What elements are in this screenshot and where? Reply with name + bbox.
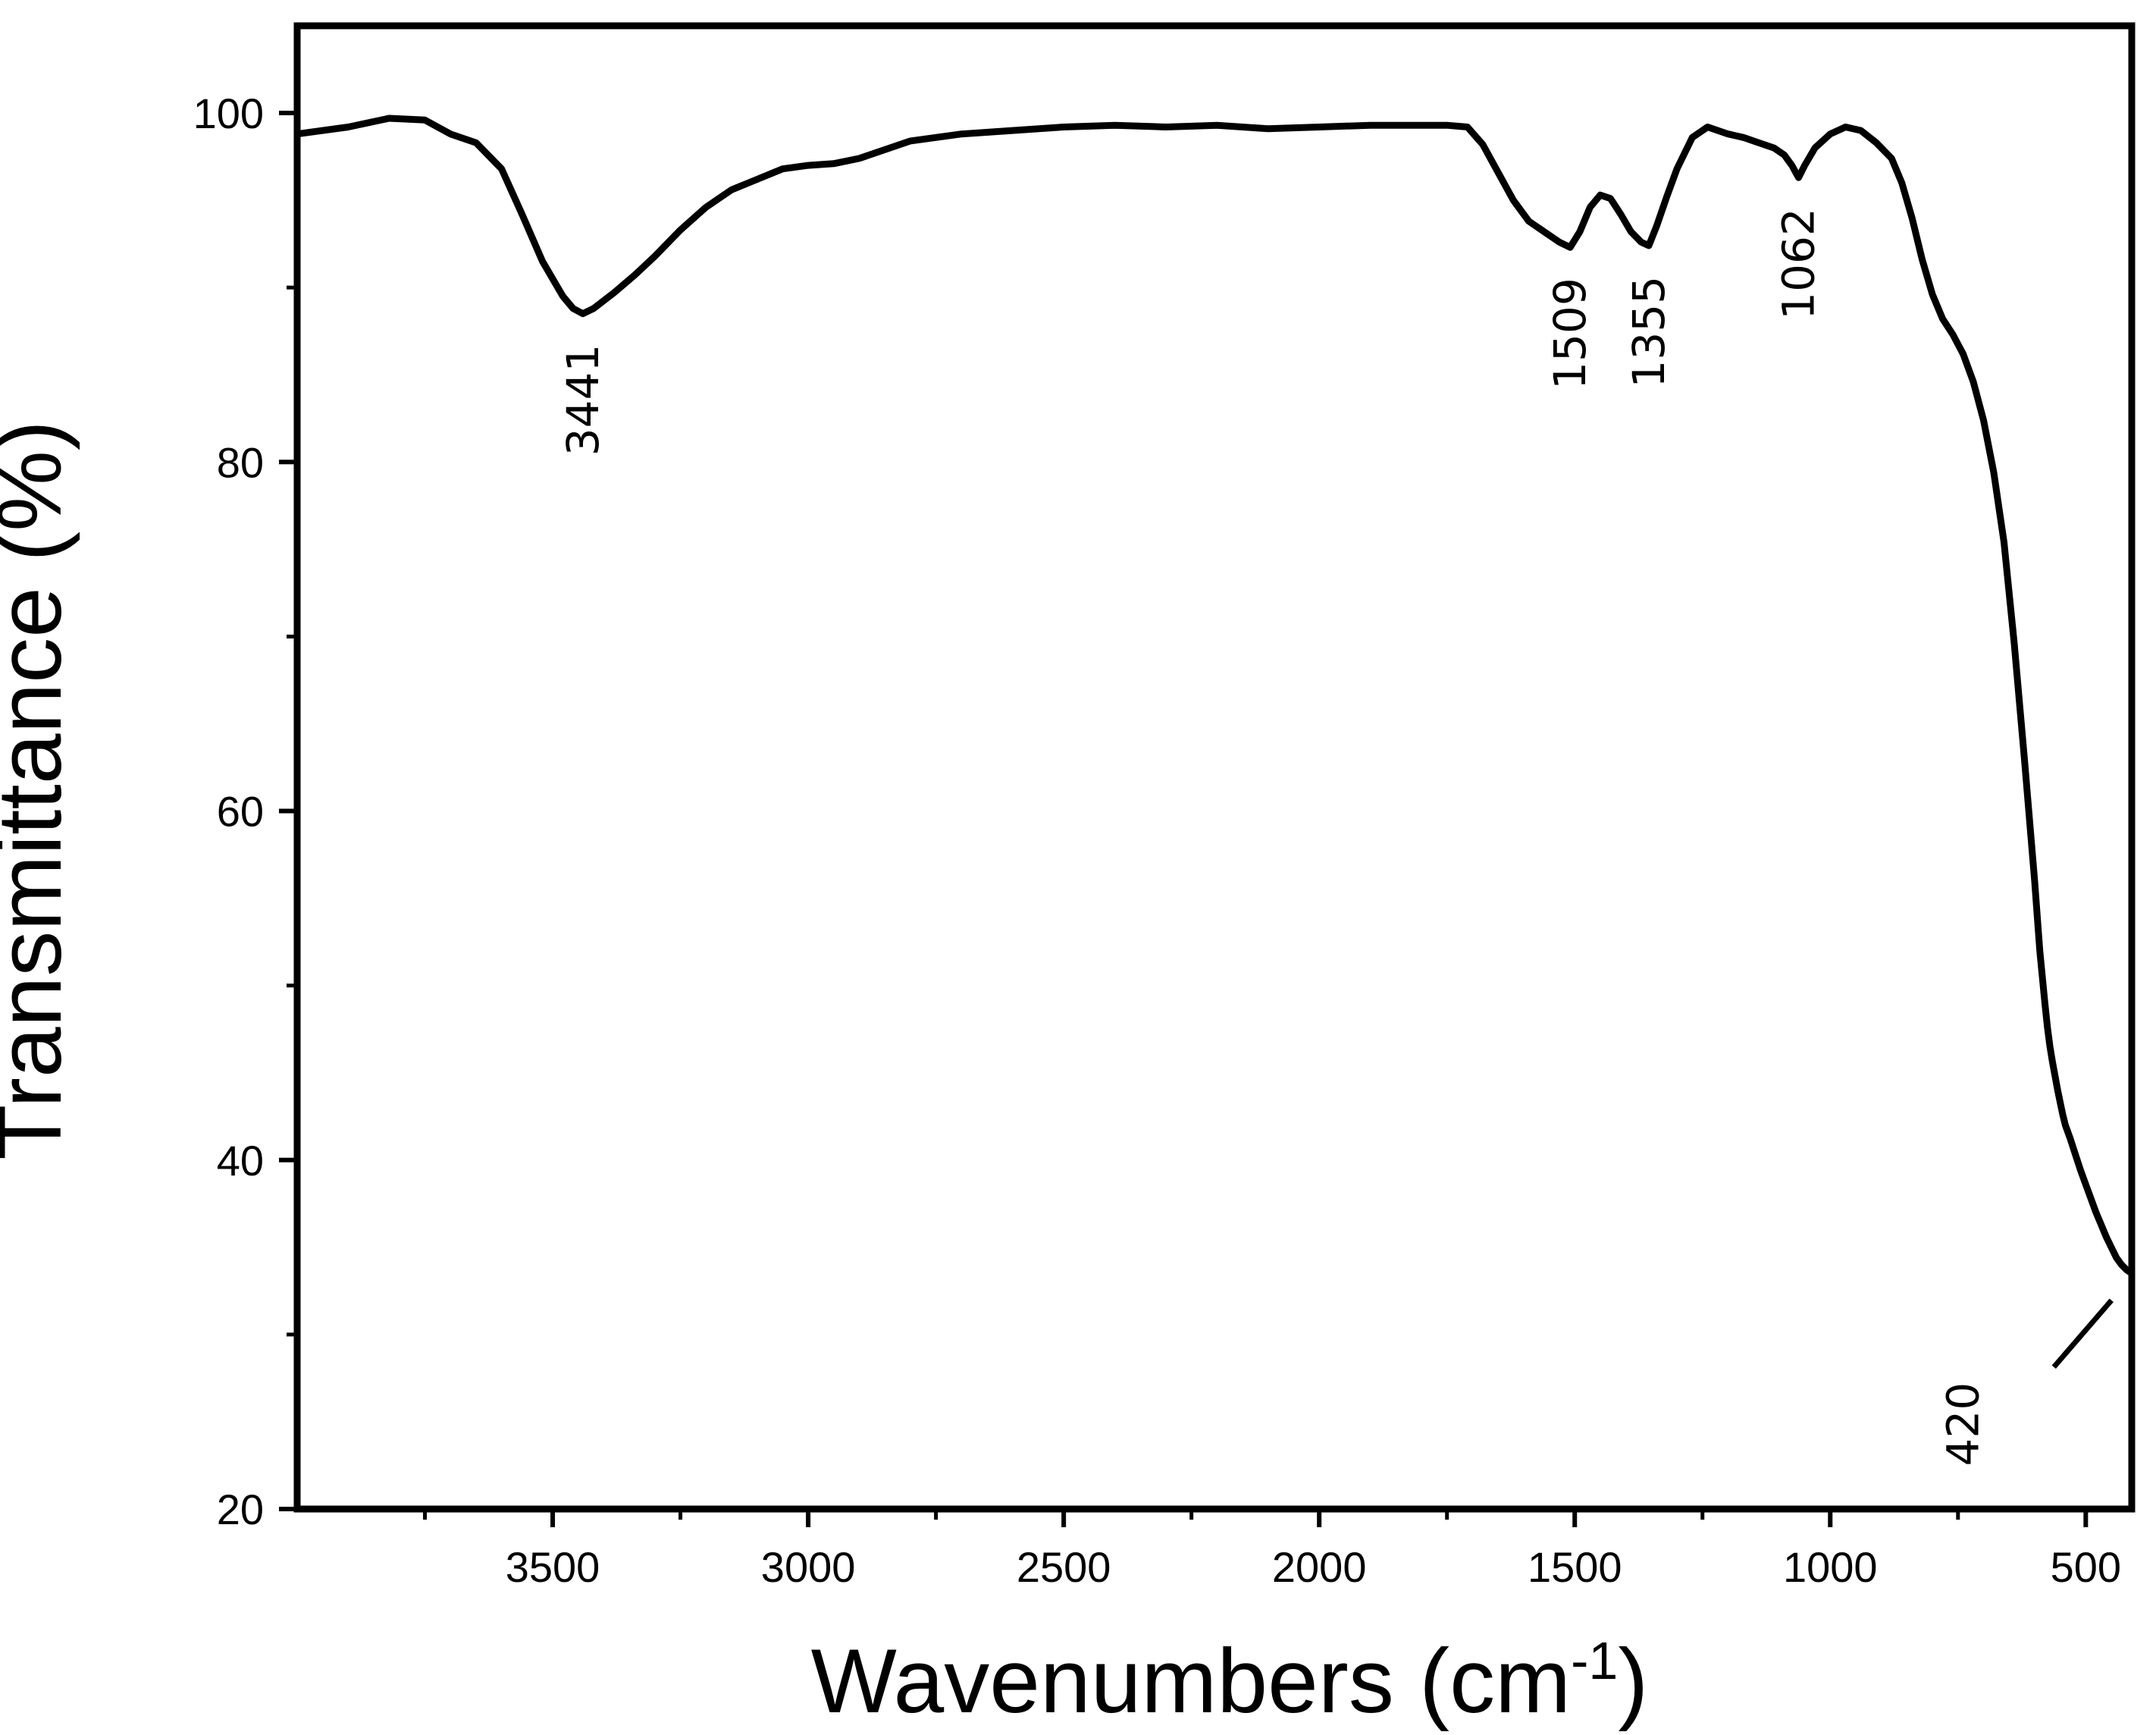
x-tick-label-1000: 1000	[1783, 1543, 1878, 1591]
peak-label-1062: 1062	[1772, 208, 1824, 320]
series-layer	[293, 115, 2136, 1277]
y-axis-ticks: 20 40 60 80 100	[193, 89, 297, 1533]
y-tick-label-60: 60	[217, 788, 264, 836]
x-tick-label-2500: 2500	[1017, 1543, 1111, 1591]
peak-label-1355: 1355	[1623, 276, 1675, 388]
peak-annotations: 3441 1509 1355 1062 420	[557, 208, 2114, 1467]
plot-frame	[293, 22, 2136, 1513]
x-axis-title-main: Wavenumbers (cm	[811, 1630, 1571, 1732]
y-axis-title: Transmittance (%)	[0, 420, 80, 1160]
x-tick-label-1500: 1500	[1528, 1543, 1622, 1591]
y-tick-label-40: 40	[217, 1137, 264, 1184]
peak-label-1509: 1509	[1544, 278, 1596, 390]
x-tick-label-3000: 3000	[761, 1543, 856, 1591]
peak-label-420: 420	[1937, 1382, 1988, 1467]
series-line-0	[293, 115, 2136, 1277]
x-axis-title-superscript: -1	[1571, 1631, 1618, 1690]
y-tick-label-100: 100	[193, 89, 264, 137]
x-tick-label-500: 500	[2051, 1543, 2121, 1591]
x-axis-ticks: 3500 3000 2500 2000 1500 1000 500	[423, 1509, 2121, 1591]
peak-label-3441: 3441	[557, 344, 609, 456]
x-axis-title-close: )	[1618, 1630, 1648, 1732]
x-tick-label-2000: 2000	[1272, 1543, 1367, 1591]
x-tick-label-3500: 3500	[506, 1543, 600, 1591]
peak-420-leader-line	[2051, 1298, 2114, 1369]
y-tick-label-80: 80	[217, 438, 264, 486]
y-tick-label-20: 20	[217, 1486, 264, 1533]
x-axis-title: Wavenumbers (cm-1)	[811, 1630, 1649, 1732]
